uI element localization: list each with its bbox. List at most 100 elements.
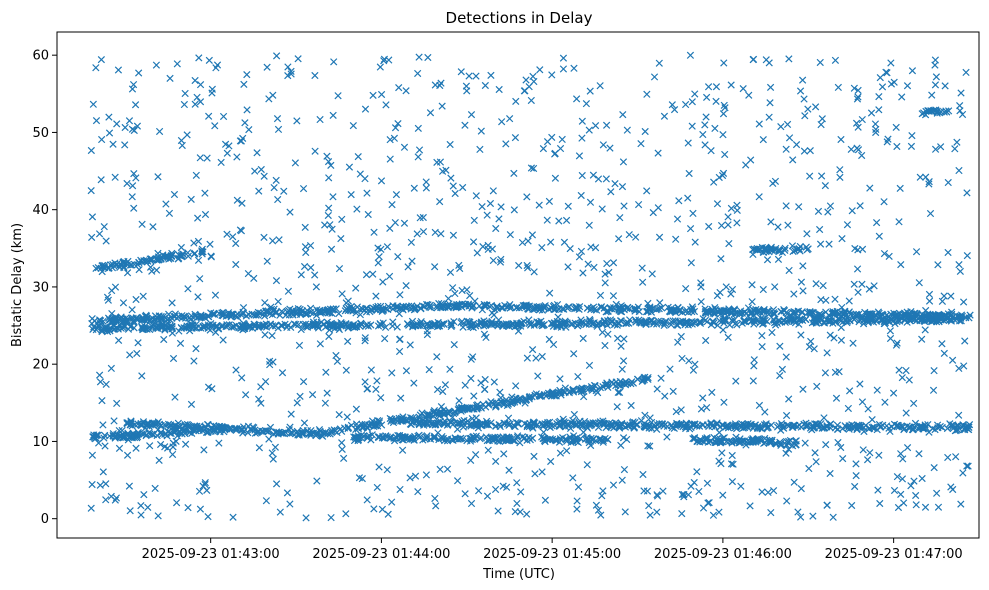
detection-point bbox=[138, 258, 146, 266]
detection-point bbox=[254, 308, 262, 316]
detection-point bbox=[463, 317, 471, 325]
detection-point bbox=[215, 309, 223, 317]
detection-point bbox=[571, 319, 579, 327]
detection-point bbox=[465, 318, 473, 326]
detection-point bbox=[177, 251, 186, 259]
detection-point bbox=[318, 308, 326, 316]
detection-point bbox=[811, 318, 819, 326]
detection-point bbox=[96, 316, 104, 324]
detection-point bbox=[190, 250, 198, 258]
detection-point bbox=[230, 323, 238, 331]
detection-point bbox=[239, 319, 247, 327]
detection-point bbox=[185, 314, 193, 322]
detection-point bbox=[624, 319, 632, 327]
detection-point bbox=[123, 316, 131, 324]
detection-point bbox=[139, 313, 147, 322]
detection-point bbox=[577, 316, 585, 324]
detection-point bbox=[367, 321, 375, 329]
detection-point bbox=[671, 317, 679, 325]
scatter-points bbox=[87, 51, 974, 522]
detection-point bbox=[692, 318, 700, 326]
detection-point bbox=[470, 319, 478, 327]
detection-point bbox=[362, 308, 371, 316]
detection-point bbox=[344, 324, 352, 332]
detection-point bbox=[642, 318, 651, 326]
detection-point bbox=[305, 321, 314, 329]
detection-point bbox=[246, 321, 254, 329]
detection-point bbox=[142, 311, 150, 319]
x-tick-label: 2025-09-23 01:47:00 bbox=[825, 547, 963, 562]
detection-point bbox=[231, 312, 240, 320]
detection-point bbox=[728, 316, 736, 324]
detection-point bbox=[447, 322, 455, 331]
detection-point bbox=[290, 320, 298, 328]
y-axis-label: Bistatic Delay (km) bbox=[10, 223, 25, 347]
detection-point bbox=[381, 323, 390, 331]
detection-point bbox=[313, 306, 321, 314]
detection-point bbox=[150, 315, 158, 324]
x-axis-label: Time (UTC) bbox=[482, 567, 555, 582]
detection-point bbox=[709, 317, 717, 325]
detection-point bbox=[927, 317, 936, 325]
detection-point bbox=[166, 322, 174, 330]
detection-point bbox=[655, 305, 663, 313]
detection-point bbox=[538, 322, 546, 330]
detection-point bbox=[139, 325, 148, 333]
detection-point bbox=[426, 321, 435, 330]
detection-point bbox=[798, 316, 807, 324]
detection-point bbox=[129, 318, 137, 327]
detection-point bbox=[374, 322, 383, 330]
detection-point bbox=[219, 312, 227, 320]
detection-point bbox=[159, 251, 167, 259]
detection-point bbox=[199, 248, 207, 256]
detection-point bbox=[233, 313, 241, 321]
detection-point bbox=[494, 322, 502, 330]
detection-point bbox=[267, 305, 276, 314]
detection-point bbox=[261, 312, 269, 320]
detection-point bbox=[212, 323, 220, 331]
detection-point bbox=[417, 304, 425, 312]
detection-point bbox=[270, 305, 278, 313]
detection-point bbox=[474, 321, 482, 329]
detection-point bbox=[123, 317, 131, 325]
detection-point bbox=[178, 312, 186, 320]
detection-point bbox=[518, 319, 526, 327]
y-tick-label: 60 bbox=[32, 49, 49, 64]
detection-point bbox=[157, 323, 165, 331]
detection-point bbox=[223, 321, 231, 329]
detection-point bbox=[402, 302, 410, 311]
detection-point bbox=[146, 325, 154, 334]
y-tick-label: 30 bbox=[32, 280, 49, 295]
detection-point bbox=[664, 303, 672, 311]
detection-point bbox=[341, 307, 349, 315]
detection-point bbox=[661, 317, 670, 325]
detection-point bbox=[357, 320, 366, 329]
y-tick-label: 40 bbox=[32, 203, 49, 218]
detection-point bbox=[592, 306, 601, 314]
detection-point bbox=[93, 324, 101, 332]
detection-point bbox=[89, 325, 97, 334]
detection-point bbox=[589, 320, 597, 328]
detection-point bbox=[405, 302, 413, 310]
detection-point bbox=[255, 323, 263, 331]
detection-point bbox=[147, 257, 155, 265]
x-tick-label: 2025-09-23 01:43:00 bbox=[142, 547, 280, 562]
detection-point bbox=[332, 305, 340, 313]
detection-point bbox=[379, 319, 387, 327]
detection-point bbox=[635, 316, 643, 324]
detection-point bbox=[262, 323, 271, 331]
detection-point bbox=[326, 305, 335, 313]
detection-point bbox=[839, 318, 847, 326]
detection-point bbox=[447, 320, 455, 329]
detection-point bbox=[600, 318, 608, 326]
detection-point bbox=[155, 255, 163, 264]
detection-point bbox=[661, 319, 669, 327]
detection-point bbox=[196, 312, 205, 320]
detection-point bbox=[515, 304, 524, 312]
detection-point bbox=[430, 319, 439, 328]
detection-point bbox=[436, 322, 444, 330]
detection-point bbox=[525, 319, 533, 328]
detection-point bbox=[228, 323, 236, 331]
detection-point bbox=[334, 323, 342, 332]
